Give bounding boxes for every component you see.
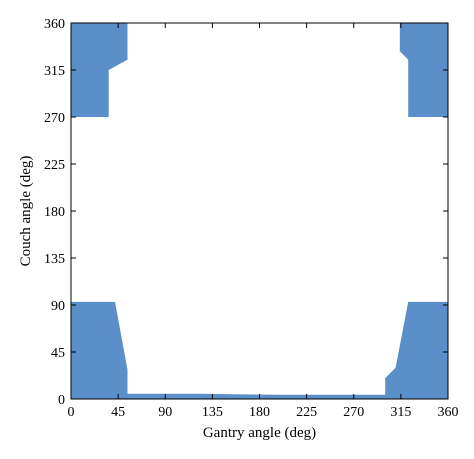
x-tick-label: 90 xyxy=(158,405,172,420)
x-tick-label: 315 xyxy=(390,405,411,420)
y-tick-label: 90 xyxy=(51,299,65,314)
y-axis-ticks: 0 45 90 135 180 225 270 315 360 xyxy=(44,17,448,408)
y-tick-label: 180 xyxy=(44,205,65,220)
x-tick-label: 360 xyxy=(438,405,459,420)
x-tick-label: 270 xyxy=(343,405,364,420)
feasible-regions xyxy=(71,23,448,399)
y-tick-label: 45 xyxy=(51,346,65,361)
plot-frame xyxy=(70,22,449,400)
x-tick-label: 225 xyxy=(296,405,317,420)
region-1 xyxy=(71,23,128,117)
y-tick-label: 135 xyxy=(44,252,65,267)
y-tick-label: 315 xyxy=(44,64,65,79)
y-tick-label: 360 xyxy=(44,17,65,32)
x-tick-label: 45 xyxy=(111,405,125,420)
y-tick-label: 225 xyxy=(44,158,65,173)
y-axis-label: Couch angle (deg) xyxy=(18,156,34,267)
x-tick-label: 180 xyxy=(249,405,270,420)
region-2 xyxy=(399,23,448,117)
x-axis-label: Gantry angle (deg) xyxy=(203,425,316,441)
y-tick-label: 270 xyxy=(44,111,65,126)
x-axis-ticks: 0 45 90 135 180 225 270 315 360 xyxy=(68,23,459,420)
x-tick-label: 135 xyxy=(202,405,223,420)
y-tick-label: 0 xyxy=(58,393,65,408)
x-tick-label: 0 xyxy=(68,405,75,420)
region-3 xyxy=(71,301,448,399)
